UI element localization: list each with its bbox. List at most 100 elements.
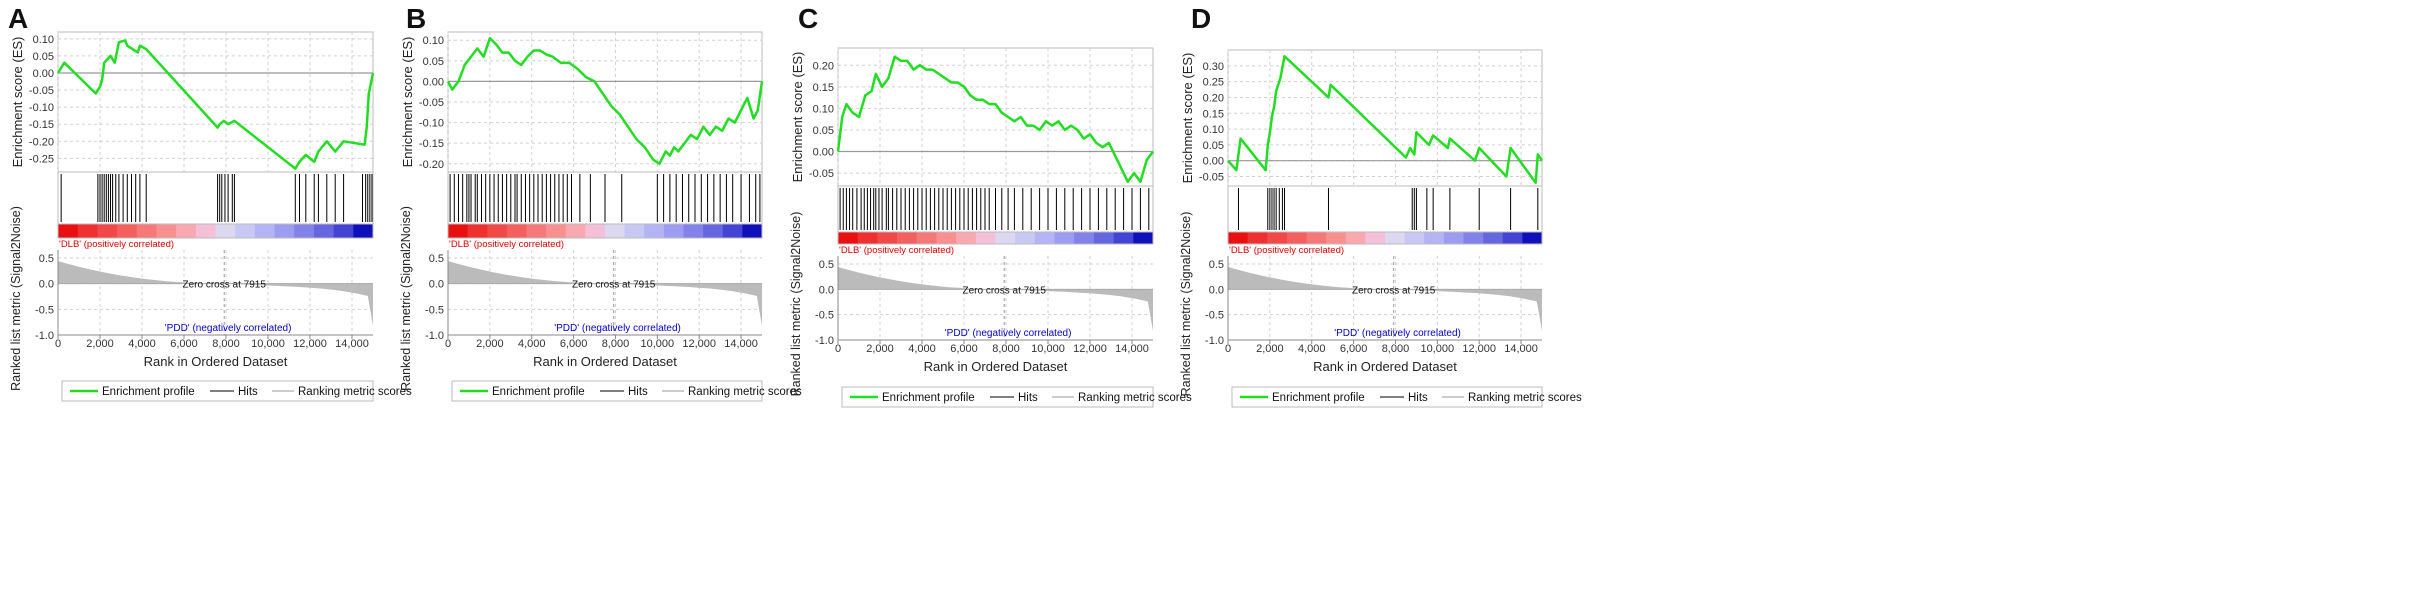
rank-color-segment: [1306, 232, 1327, 244]
rank-color-segment: [1443, 232, 1464, 244]
rank-color-bar-border: [837, 231, 1154, 245]
rank-color-segment: [857, 232, 878, 244]
rank-color-segment: [1483, 232, 1504, 244]
es-tick-label: 0.10: [423, 35, 444, 47]
rank-color-segment: [838, 232, 859, 244]
metric-tick-label: -1.0: [815, 335, 834, 347]
x-tick-label: 8,000: [992, 343, 1020, 355]
x-tick-label: 12,000: [293, 338, 327, 350]
rank-color-segment: [624, 224, 645, 238]
rank-color-segment: [1286, 232, 1307, 244]
rank-color-segment: [644, 224, 665, 238]
metric-ylabel: Ranked list metric (Signal2Noise): [9, 206, 23, 391]
rank-color-segment: [995, 232, 1016, 244]
x-tick-label: 6,000: [950, 343, 978, 355]
rank-color-segment: [353, 224, 374, 238]
metric-ylabel: Ranked list metric (Signal2Noise): [399, 206, 413, 391]
x-tick-label: 10,000: [251, 338, 285, 350]
negative-corr-label: 'PDD' (negatively correlated): [1334, 328, 1461, 339]
legend-profile-label: Enrichment profile: [1272, 392, 1365, 404]
zero-cross-label: Zero cross at 7915: [1352, 285, 1436, 296]
zero-cross-label: Zero cross at 7915: [963, 285, 1047, 296]
metric-tick-label: 0.0: [39, 279, 54, 291]
es-tick-label: 0.10: [33, 34, 54, 46]
x-tick-label: 12,000: [1462, 343, 1496, 355]
es-ylabel: Enrichment score (ES): [10, 37, 25, 168]
es-tick-label: 0.15: [813, 82, 834, 94]
rank-color-segment: [487, 224, 508, 238]
rank-color-segment: [1326, 232, 1347, 244]
rank-color-segment: [1502, 232, 1523, 244]
rank-color-segment: [448, 224, 469, 238]
metric-plot-area: [1228, 256, 1542, 340]
x-tick-label: 4,000: [518, 338, 546, 350]
x-tick-label: 6,000: [170, 338, 198, 350]
metric-tick-label: 0.0: [1209, 284, 1224, 296]
rank-color-segment: [333, 224, 354, 238]
metric-plot-area: [448, 250, 762, 335]
metric-tick-label: -1.0: [425, 330, 444, 342]
panel-d: D0.300.250.200.150.100.050.00-0.05Enrich…: [1179, 3, 1582, 408]
es-tick-label: 0.05: [423, 56, 444, 68]
panel-b: B0.100.050.00-0.05-0.10-0.15-0.20Enrichm…: [399, 3, 802, 402]
panel-letter: B: [406, 3, 426, 34]
positive-corr-label: 'DLB' (positively correlated): [1229, 245, 1344, 256]
x-tick-label: 4,000: [908, 343, 936, 355]
es-tick-label: -0.10: [419, 118, 444, 130]
hits-area: [57, 171, 374, 225]
x-tick-label: 4,000: [1298, 343, 1326, 355]
negative-corr-label: 'PDD' (negatively correlated): [945, 328, 1072, 339]
metric-tick-label: -0.5: [35, 304, 54, 316]
enrichment-profile-line: [836, 55, 1155, 183]
metric-tick-label: 0.5: [39, 253, 54, 265]
rank-color-segment: [565, 224, 586, 238]
rank-color-segment: [1034, 232, 1056, 244]
x-axis-label: Rank in Ordered Dataset: [1313, 359, 1457, 374]
rank-color-segment: [1345, 232, 1366, 244]
rank-color-segment: [1404, 232, 1425, 244]
positive-corr-label: 'DLB' (positively correlated): [59, 239, 174, 250]
rank-color-segment: [1463, 232, 1484, 244]
x-tick-label: 8,000: [212, 338, 240, 350]
rank-color-segment: [195, 224, 216, 238]
rank-color-segment: [877, 232, 898, 244]
metric-tick-label: -0.5: [425, 304, 444, 316]
panel-letter: C: [798, 3, 818, 34]
rank-color-segment: [1093, 232, 1115, 244]
positive-corr-label: 'DLB' (positively correlated): [449, 239, 564, 250]
legend-metric-label: Ranking metric scores: [1078, 392, 1192, 404]
metric-tick-label: 0.5: [429, 253, 444, 265]
es-tick-label: -0.05: [29, 85, 54, 97]
panel-a: A0.100.050.00-0.05-0.10-0.15-0.20-0.25En…: [8, 3, 412, 402]
metric-tick-label: 0.5: [1209, 259, 1224, 271]
x-tick-label: 8,000: [602, 338, 630, 350]
rank-color-segment: [1267, 232, 1288, 244]
rank-color-segment: [294, 224, 315, 238]
es-tick-label: 0.20: [1203, 92, 1224, 104]
x-tick-label: 10,000: [1421, 343, 1455, 355]
rank-color-segment: [117, 224, 138, 238]
es-tick-label: 0.00: [423, 76, 444, 88]
rank-color-segment: [526, 224, 547, 238]
positive-corr-label: 'DLB' (positively correlated): [839, 245, 954, 256]
x-tick-label: 2,000: [86, 338, 114, 350]
rank-color-segment: [77, 224, 98, 238]
rank-color-segment: [1054, 232, 1075, 244]
rank-color-segment: [703, 224, 724, 238]
es-ylabel: Enrichment score (ES): [400, 37, 415, 168]
x-tick-label: 12,000: [682, 338, 716, 350]
x-tick-label: 2,000: [866, 343, 894, 355]
legend-profile-label: Enrichment profile: [882, 392, 975, 404]
es-tick-label: -0.05: [1199, 172, 1224, 184]
rank-color-segment: [916, 232, 937, 244]
rank-color-segment: [1133, 232, 1154, 244]
enrichment-profile-line: [56, 39, 375, 170]
metric-tick-label: -0.5: [815, 310, 834, 322]
es-tick-label: 0.00: [1203, 156, 1224, 168]
legend-hits-label: Hits: [1018, 392, 1038, 404]
rank-color-segment: [1365, 232, 1386, 244]
metric-tick-label: 0.5: [819, 259, 834, 271]
rank-color-bar-border: [1227, 231, 1543, 245]
x-tick-label: 8,000: [1382, 343, 1410, 355]
metric-tick-label: 0.0: [819, 284, 834, 296]
